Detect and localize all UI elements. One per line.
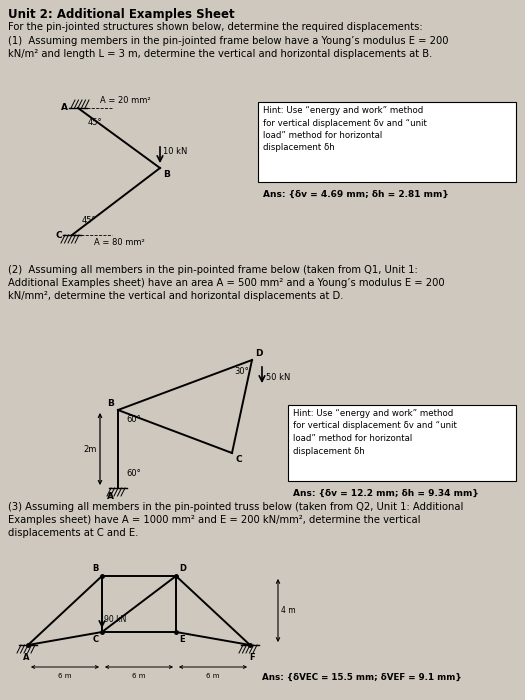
Text: C: C (93, 635, 99, 644)
Text: C: C (235, 455, 242, 464)
Bar (258, 102, 516, 182)
Text: Hint: Use “energy and work” method
for vertical displacement δv and “unit
load” : Hint: Use “energy and work” method for v… (263, 106, 427, 153)
Text: A: A (23, 653, 29, 662)
Text: 6 m: 6 m (206, 673, 220, 679)
Text: B: B (163, 170, 170, 179)
Text: 90 kN: 90 kN (104, 615, 127, 624)
Text: E: E (179, 635, 185, 644)
Bar (288, 405, 516, 481)
Text: Ans: {δVEC = 15.5 mm; δVEF = 9.1 mm}: Ans: {δVEC = 15.5 mm; δVEF = 9.1 mm} (262, 673, 461, 682)
Text: B: B (92, 564, 99, 573)
Text: A: A (107, 492, 114, 501)
Text: 4 m: 4 m (281, 606, 296, 615)
Text: F: F (249, 653, 255, 662)
Text: For the pin-jointed structures shown below, determine the required displacements: For the pin-jointed structures shown bel… (8, 22, 423, 32)
Text: A: A (61, 104, 68, 113)
Text: A = 20 mm²: A = 20 mm² (100, 96, 151, 105)
Text: (1)  Assuming members in the pin-jointed frame below have a Young’s modulus E = : (1) Assuming members in the pin-jointed … (8, 36, 448, 60)
Text: D: D (179, 564, 186, 573)
Text: 2m: 2m (83, 444, 97, 454)
Text: 60°: 60° (126, 469, 141, 478)
Text: 6 m: 6 m (58, 673, 72, 679)
Text: D: D (255, 349, 262, 358)
Text: 10 kN: 10 kN (163, 148, 187, 157)
Text: 45°: 45° (88, 118, 102, 127)
Text: B: B (107, 399, 114, 408)
Text: Ans: {δv = 12.2 mm; δh = 9.34 mm}: Ans: {δv = 12.2 mm; δh = 9.34 mm} (293, 489, 479, 498)
Text: 6 m: 6 m (132, 673, 146, 679)
Text: Ans: {δv = 4.69 mm; δh = 2.81 mm}: Ans: {δv = 4.69 mm; δh = 2.81 mm} (263, 190, 449, 199)
Text: (2)  Assuming all members in the pin-pointed frame below (taken from Q1, Unit 1:: (2) Assuming all members in the pin-poin… (8, 265, 445, 302)
Text: 60°: 60° (126, 415, 141, 424)
Text: Hint: Use “energy and work” method
for vertical displacement δv and “unit
load” : Hint: Use “energy and work” method for v… (293, 409, 457, 456)
Text: A = 80 mm²: A = 80 mm² (94, 238, 145, 247)
Text: (3) Assuming all members in the pin-pointed truss below (taken from Q2, Unit 1: : (3) Assuming all members in the pin-poin… (8, 502, 464, 538)
Text: 45°: 45° (82, 216, 97, 225)
Text: Unit 2: Additional Examples Sheet: Unit 2: Additional Examples Sheet (8, 8, 235, 21)
Text: 30°: 30° (234, 367, 249, 376)
Text: 50 kN: 50 kN (266, 374, 290, 382)
Text: C: C (55, 230, 62, 239)
